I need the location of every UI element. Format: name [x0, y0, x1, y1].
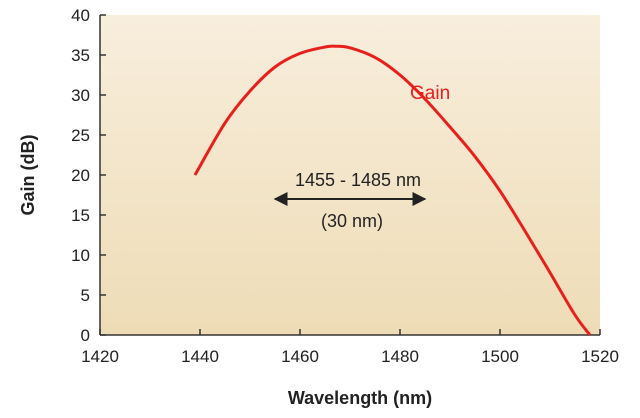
- gain-bandwidth-range-text: 1455 - 1485 nm: [295, 170, 421, 190]
- y-tick-label: 15: [71, 206, 90, 225]
- gain-series-label: Gain: [410, 83, 450, 104]
- y-tick-label: 20: [71, 166, 90, 185]
- plot-area: [100, 15, 600, 335]
- y-tick-label: 30: [71, 86, 90, 105]
- y-tick-label: 10: [71, 246, 90, 265]
- x-tick-label: 1480: [381, 347, 419, 366]
- y-tick-label: 40: [71, 6, 90, 25]
- gain-bandwidth-width-text: (30 nm): [321, 211, 383, 231]
- y-tick-label: 5: [81, 286, 90, 305]
- y-axis-ticks: 0 5 10 15 20 25 30 35 40: [71, 6, 106, 345]
- x-tick-label: 1500: [481, 347, 519, 366]
- x-tick-label: 1520: [581, 347, 619, 366]
- x-tick-label: 1440: [181, 347, 219, 366]
- gain-series-line: [193, 44, 592, 336]
- x-tick-label: 1420: [81, 347, 119, 366]
- y-tick-label: 25: [71, 126, 90, 145]
- y-tick-label: 0: [81, 326, 90, 345]
- y-axis-title: Gain (dB): [18, 135, 38, 216]
- x-axis-ticks: 1420 1440 1460 1480 1500 1520: [81, 329, 619, 366]
- y-tick-label: 35: [71, 46, 90, 65]
- x-tick-label: 1460: [281, 347, 319, 366]
- x-axis-title: Wavelength (nm): [288, 388, 432, 408]
